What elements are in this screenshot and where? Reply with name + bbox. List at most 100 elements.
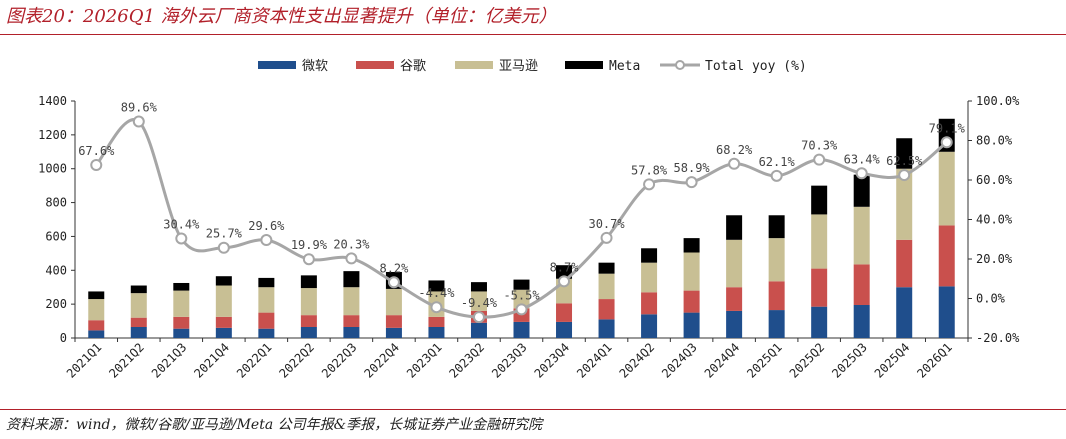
bar-segment xyxy=(726,239,743,288)
x-tick-label: 2025Q1 xyxy=(744,340,785,381)
bar-segment xyxy=(598,299,615,320)
bar-segment xyxy=(896,287,913,338)
bar-segment xyxy=(428,280,445,292)
bar-segment xyxy=(130,326,147,338)
x-tick-label: 2022Q4 xyxy=(361,340,402,381)
x-tick-label: 2023Q4 xyxy=(532,340,573,381)
yoy-point xyxy=(643,178,656,191)
yoy-data-label: 62.1% xyxy=(759,155,796,169)
bar-segment xyxy=(853,264,870,305)
bar-segment xyxy=(428,316,445,327)
bar-segment xyxy=(88,291,105,300)
bar-segment xyxy=(896,138,913,169)
bar-segment xyxy=(513,321,530,338)
bar-segment xyxy=(173,282,190,291)
bar-segment xyxy=(258,277,275,288)
y-tick-label-right: 60.0% xyxy=(976,173,1013,187)
bar-segment xyxy=(470,291,487,311)
yoy-point xyxy=(515,303,528,316)
yoy-point xyxy=(472,311,485,324)
bar-segment xyxy=(938,286,955,338)
yoy-point xyxy=(175,232,188,245)
yoy-data-label: 19.9% xyxy=(291,238,328,252)
bar-segment xyxy=(811,306,828,338)
bar-segment xyxy=(853,304,870,338)
bar-segment xyxy=(768,310,785,338)
legend-label: 微软 xyxy=(302,59,328,74)
yoy-data-label: 20.3% xyxy=(333,237,370,251)
bar-segment xyxy=(130,285,147,294)
yoy-point xyxy=(558,275,571,288)
bar-segment xyxy=(88,330,105,338)
bar-segment xyxy=(896,239,913,288)
yoy-data-label: 70.3% xyxy=(801,139,838,153)
yoy-point xyxy=(898,169,911,182)
x-tick-label: 2024Q3 xyxy=(659,340,700,381)
bar-segment xyxy=(513,289,530,309)
title-rule xyxy=(0,34,1066,35)
bar-segment xyxy=(726,287,743,311)
bar-segment xyxy=(598,262,615,274)
bar-segment xyxy=(938,151,955,226)
x-tick-label: 2025Q3 xyxy=(829,340,870,381)
yoy-point xyxy=(728,157,741,170)
yoy-data-label: 63.4% xyxy=(844,152,881,166)
bar-segment xyxy=(300,315,317,327)
bar-segment xyxy=(385,288,402,316)
x-tick-label: 2021Q1 xyxy=(64,340,105,381)
bar-segment xyxy=(130,293,147,318)
bar-segment xyxy=(470,322,487,338)
x-tick-label: 2022Q2 xyxy=(276,340,317,381)
yoy-data-label: 58.9% xyxy=(674,161,711,175)
y-tick-label-left: 1200 xyxy=(38,128,67,142)
bar-segment xyxy=(641,292,658,315)
bar-segment xyxy=(726,215,743,240)
legend-label: Total yoy (%) xyxy=(705,59,807,74)
x-tick-label: 2025Q2 xyxy=(787,340,828,381)
yoy-point xyxy=(260,234,273,247)
bar-segment xyxy=(258,328,275,338)
bar-segment xyxy=(683,312,700,338)
bar-segment xyxy=(556,321,573,338)
yoy-data-label: 29.6% xyxy=(248,219,285,233)
yoy-data-label: 8.2% xyxy=(379,261,409,275)
x-tick-label: 2023Q3 xyxy=(489,340,530,381)
bar-segment xyxy=(853,174,870,207)
bar-segment xyxy=(385,315,402,328)
yoy-data-label: 25.7% xyxy=(206,227,243,241)
stacked-bar-line-chart: 微软 谷歌 亚马逊 Meta Total yoy (%) 0 200 400 600 800 10… xyxy=(38,59,1020,381)
source-rule xyxy=(0,409,1066,410)
bar-segment xyxy=(343,287,360,316)
x-tick-label: 2021Q2 xyxy=(106,340,147,381)
bar-segment xyxy=(726,310,743,338)
bar-segment xyxy=(343,326,360,338)
yoy-point xyxy=(770,169,783,182)
bar-segment xyxy=(938,225,955,287)
yoy-data-label: 8.7% xyxy=(550,260,580,274)
y-tick-label-left: 1000 xyxy=(38,162,67,176)
bar-segment xyxy=(258,312,275,329)
legend-swatch xyxy=(455,61,493,69)
bar-segment xyxy=(811,185,828,215)
y-tick-label-left: 400 xyxy=(45,263,67,277)
bar-segment xyxy=(428,326,445,338)
bar-segment xyxy=(811,268,828,307)
bar-segment xyxy=(683,290,700,313)
yoy-data-label: 67.6% xyxy=(78,144,115,158)
y-tick-label-left: 800 xyxy=(45,196,67,210)
bar-segment xyxy=(811,214,828,269)
bar-segment xyxy=(470,282,487,292)
bar-segment xyxy=(215,285,232,317)
yoy-data-label: 68.2% xyxy=(716,143,753,157)
bar-segment xyxy=(641,262,658,293)
bar-segment xyxy=(300,288,317,316)
bar-segment xyxy=(768,281,785,311)
yoy-line: 67.6%89.6%30.4%25.7%29.6%19.9% 20.3%8.2%-… xyxy=(78,101,966,324)
bars xyxy=(88,118,955,338)
yoy-data-label: 79.1% xyxy=(929,121,966,135)
y-tick-label-left: 200 xyxy=(45,297,67,311)
x-tick-label: 2022Q3 xyxy=(319,340,360,381)
bar-segment xyxy=(173,328,190,338)
bar-segment xyxy=(768,238,785,282)
